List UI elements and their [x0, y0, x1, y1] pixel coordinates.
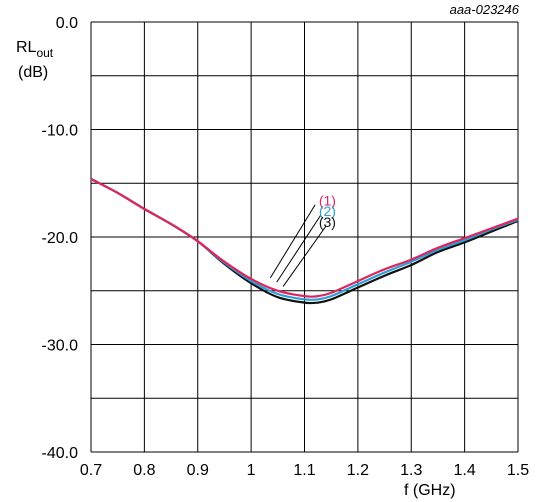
x-tick-label: 1.3 [400, 462, 422, 479]
leader-line-3 [282, 225, 327, 287]
y-axis-label-main: RL [16, 39, 37, 56]
x-tick-label: 1.5 [507, 462, 529, 479]
y-tick-label: -10.0 [42, 123, 79, 140]
leader-line-2 [276, 215, 321, 283]
series-label-1: (1) [319, 192, 336, 208]
series-label-3: (3) [319, 214, 336, 230]
y-tick-label: -40.0 [42, 445, 79, 462]
leader-line-1 [269, 204, 316, 279]
y-tick-label: -30.0 [42, 338, 79, 355]
series-lines [90, 177, 519, 305]
y-axis-label: RLout [16, 39, 54, 60]
y-tick-label: -20.0 [42, 230, 79, 247]
y-axis-label-sub: out [36, 46, 53, 60]
x-axis-label: f (GHz) [404, 482, 456, 499]
grid [90, 21, 519, 453]
series-labels: (1)(2)(3) [319, 192, 336, 230]
x-tick-label: 1.4 [454, 462, 476, 479]
x-tick-label: 0.8 [133, 462, 155, 479]
series-label-2: (2) [319, 203, 336, 219]
y-tick-label: 0.0 [56, 15, 78, 32]
x-tick-label: 0.9 [187, 462, 209, 479]
series-line-1 [90, 177, 519, 298]
x-tick-label: 1.2 [347, 462, 369, 479]
x-tick-label: 1.1 [293, 462, 315, 479]
x-tick-labels: 0.7 0.8 0.9 1 1.1 1.2 1.3 1.4 1.5 [80, 462, 529, 479]
x-tick-label: 1 [247, 462, 256, 479]
y-tick-labels: 0.0 -10.0 -20.0 -30.0 -40.0 [42, 15, 79, 462]
figure-code: aaa-023246 [450, 2, 520, 17]
leader-lines [269, 204, 327, 287]
y-axis-unit: (dB) [18, 64, 48, 81]
x-tick-label: 0.7 [80, 462, 102, 479]
